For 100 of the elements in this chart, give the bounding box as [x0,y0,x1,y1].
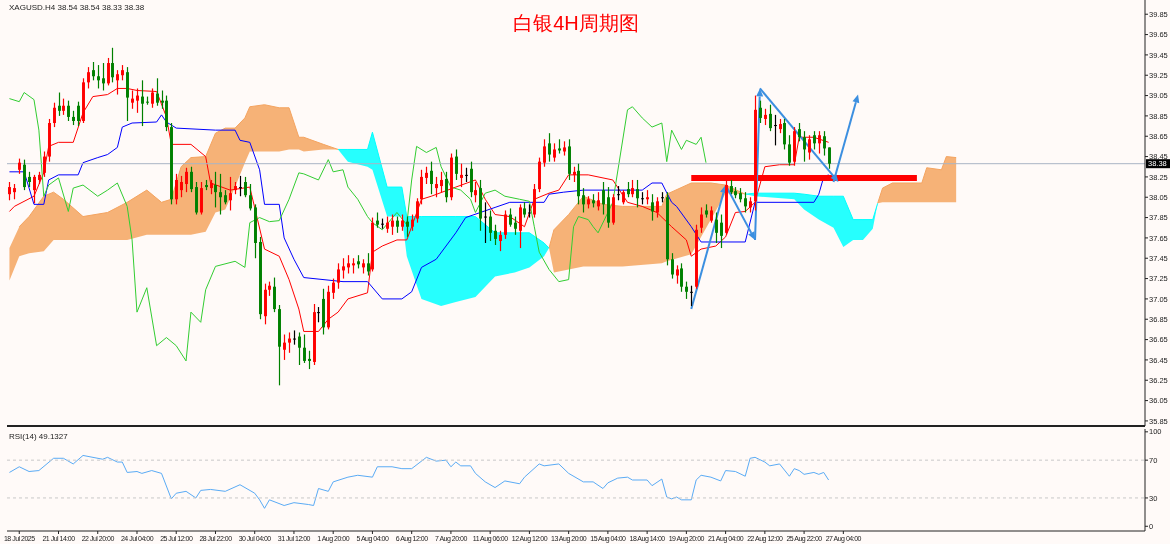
candlestick [617,185,620,201]
candlestick [214,171,217,209]
candlestick [420,169,423,205]
candlestick [121,64,124,81]
candlestick [631,179,634,198]
candlestick [268,281,271,297]
candlestick [739,187,742,203]
candlestick [33,174,36,204]
line-series [8,454,830,509]
candlestick [87,66,90,90]
candlestick [622,189,625,205]
candlestick [376,211,379,229]
candlestick [425,166,428,185]
candlestick [430,161,433,195]
candlestick [288,331,291,354]
candlestick [381,217,384,230]
candlestick [48,118,51,163]
candlestick [317,306,320,323]
candlestick [43,150,46,178]
candlestick [62,98,65,116]
candlestick [484,201,487,244]
candlestick [72,110,75,126]
candlestick [715,211,718,244]
candlestick [180,175,183,198]
candlestick [244,176,247,198]
candlestick [278,304,281,386]
candlestick [38,171,41,185]
candlestick [651,193,654,222]
candlestick [77,101,80,127]
candlestick [592,193,595,209]
candlestick [308,350,311,370]
candlestick [774,114,777,146]
candlestick [92,61,95,81]
candlestick [749,196,752,214]
candlestick [53,102,56,128]
candlestick [460,163,463,188]
chart-title: RSI(14) 49.1327 [9,432,69,441]
candlestick [597,191,600,212]
candlestick [509,207,512,228]
candlestick [367,252,370,277]
candlestick [406,215,409,238]
candlestick [185,167,188,193]
candlestick [720,213,723,249]
candlestick [401,213,404,232]
candlestick [803,130,806,163]
candlestick [111,47,114,83]
candlestick [8,181,11,201]
candlestick [97,64,100,90]
candlestick [543,138,546,168]
candlestick [528,203,531,219]
candlestick [666,191,669,266]
candlestick [779,118,782,134]
candlestick [224,189,227,205]
candlestick [602,181,605,216]
candlestick [411,213,414,232]
candlestick [627,181,630,198]
candlestick [553,142,556,163]
candlestick [764,108,767,126]
candlestick [823,130,826,157]
candlestick [744,191,747,214]
candlestick [548,132,551,163]
candlestick [371,216,374,273]
candlestick [67,100,70,122]
candlestick [636,179,639,209]
candlestick [303,333,306,364]
candlestick [450,152,453,201]
candlestick [538,156,541,193]
candlestick [479,179,482,232]
candlestick [700,206,703,234]
text: 白银4H周期图 [513,12,639,34]
candlestick [205,179,208,191]
candlestick [612,193,615,226]
candlestick [685,281,688,300]
candlestick [533,183,536,219]
candlestick [558,138,561,155]
candlestick [58,91,61,117]
candlestick [126,66,129,122]
candlestick [435,176,438,198]
candlestick [577,163,580,205]
candlestick [200,181,203,216]
candlestick [298,331,301,366]
candlestick [175,173,178,205]
candlestick [362,258,365,275]
candlestick [695,224,698,290]
candlestick [607,186,610,229]
candlestick [13,183,16,200]
candlestick [573,166,576,183]
candlestick [474,181,477,203]
candlestick [254,203,257,259]
candlestick [190,166,193,193]
candlestick [141,79,144,127]
candlestick [386,215,389,234]
candlestick [18,158,21,175]
candlestick [210,179,213,195]
candlestick [470,161,473,198]
candlestick [234,181,237,195]
candlestick [730,179,733,195]
candlestick [788,134,791,167]
candlestick [734,186,737,199]
candlestick [107,57,110,86]
